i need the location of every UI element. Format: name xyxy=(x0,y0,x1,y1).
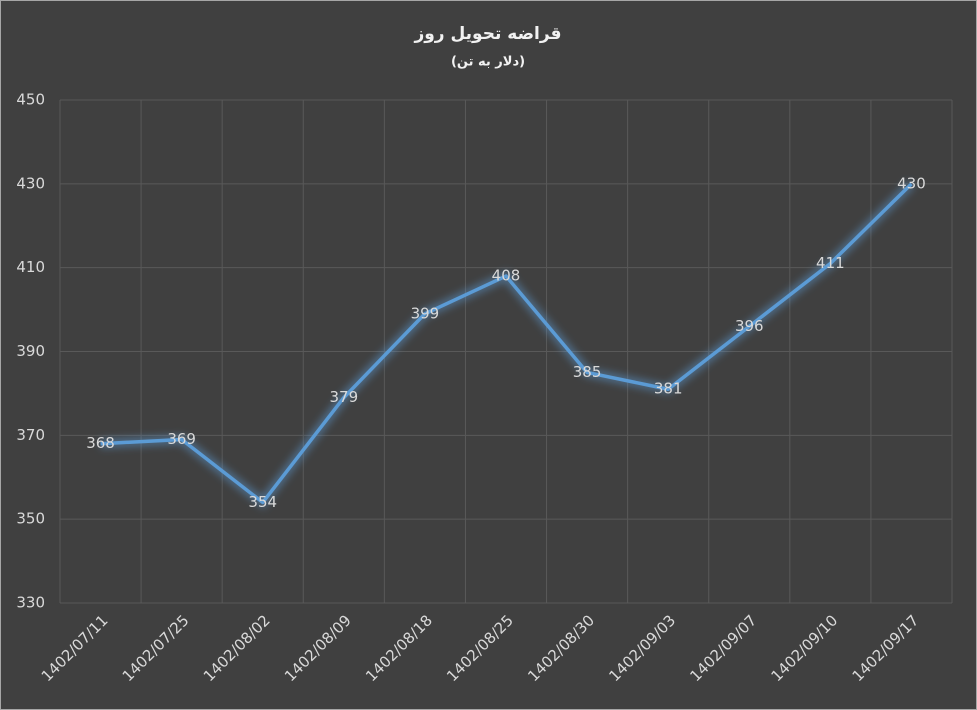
line xyxy=(100,182,913,505)
chart-subtitle: (دلار به تن) xyxy=(451,55,525,70)
data-label: 381 xyxy=(654,380,683,398)
chart-title: قراضه تحویل روز xyxy=(413,24,561,44)
data-label: 399 xyxy=(411,304,440,322)
data-label: 430 xyxy=(897,174,926,192)
y-tick-label: 350 xyxy=(16,510,45,528)
data-label: 368 xyxy=(86,434,115,452)
data-label: 379 xyxy=(329,388,358,406)
y-tick-label: 450 xyxy=(16,91,45,109)
y-tick-label: 330 xyxy=(16,594,45,612)
y-tick-label: 390 xyxy=(16,342,45,360)
y-tick-label: 370 xyxy=(16,426,45,444)
data-label: 408 xyxy=(492,267,521,285)
data-label: 369 xyxy=(167,430,196,448)
data-label: 385 xyxy=(573,363,602,381)
data-label: 396 xyxy=(735,317,764,335)
y-tick-label: 430 xyxy=(16,174,45,192)
y-tick-label: 410 xyxy=(16,258,45,276)
data-label: 411 xyxy=(816,254,845,272)
data-label: 354 xyxy=(248,493,277,511)
